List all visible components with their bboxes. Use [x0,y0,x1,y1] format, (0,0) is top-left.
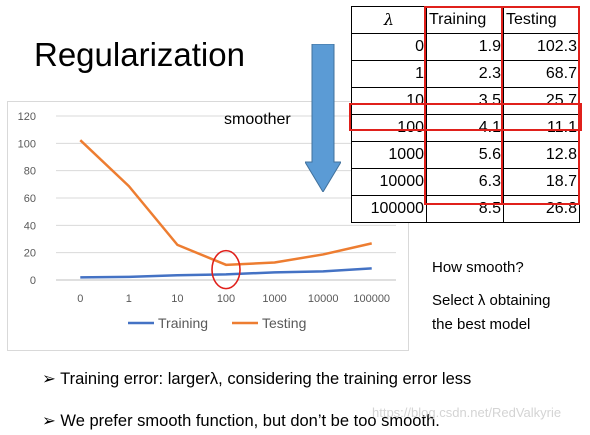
y-tick-label: 80 [24,166,36,178]
y-tick-label: 60 [24,193,36,205]
x-tick-label: 0 [77,293,83,305]
watermark: https://blog.csdn.net/RedValkyrie [372,405,562,420]
chart-panel: 0 20 40 60 80 100 120 0 1 10 100 1000 10000 100000 Tra… [7,101,409,351]
testing-column-highlight [501,6,580,205]
testing-series-line [79,139,372,267]
header-lambda: λ [351,6,427,34]
x-tick-label: 1 [126,293,132,305]
cell-training: 5.6 [426,141,504,169]
cell-lambda: 10 [351,87,427,115]
side-answer-line2: the best model [432,316,531,333]
bullet-text: We prefer smooth function, but don’t be … [60,412,440,430]
cell-testing: 68.7 [503,60,580,88]
down-arrow-icon [305,44,341,192]
side-question: How smooth? [432,259,524,276]
x-tick-label: 10 [171,293,183,305]
x-tick-label: 10000 [308,293,339,305]
cell-lambda: 10000 [351,168,427,196]
bullet-item: ➢ We prefer smooth function, but don’t b… [42,411,440,431]
cell-training: 1.9 [426,33,504,61]
arrow-label: smoother [224,111,291,128]
cell-testing: 11.1 [503,114,580,142]
cell-training: 2.3 [426,60,504,88]
table-row: 1 2.3 68.7 [351,60,580,88]
legend-training-label: Training [158,315,208,331]
bullet-text: Training error: largerλ, considering the… [60,370,472,388]
table-row: 100 4.1 11.1 [351,114,580,142]
cell-testing: 26.8 [503,195,580,223]
y-tick-label: 0 [30,275,36,287]
legend-testing-label: Testing [262,315,306,331]
side-answer-line1: Select λ obtaining [432,292,551,309]
cell-lambda: 100000 [351,195,427,223]
cell-lambda: 1 [351,60,427,88]
header-training: Training [426,6,504,34]
arrow-bullet-icon: ➢ [42,370,61,388]
slide-title: Regularization [34,36,245,73]
x-tick-label: 100 [217,293,235,305]
lambda-table: λ Training Testing 0 1.9 102.3 1 2.3 68.7 10 3.… [351,6,580,223]
x-tick-label: 100000 [353,293,390,305]
table-row: 10000 6.3 18.7 [351,168,580,196]
y-tick-label: 20 [24,248,36,260]
best-row-highlight [349,103,582,131]
cell-lambda: 1000 [351,141,427,169]
line-chart: 0 20 40 60 80 100 120 0 1 10 100 1000 10000 100000 Tra… [18,111,396,331]
cell-testing: 18.7 [503,168,580,196]
cell-lambda: 0 [351,33,427,61]
training-series-line [80,267,372,279]
bullet-item: ➢ Training error: largerλ, considering t… [42,369,471,389]
y-tick-label: 100 [18,138,36,150]
best-lambda-circle [211,249,241,290]
table-row: 100000 8.5 26.8 [351,195,580,223]
table-row: 1000 5.6 12.8 [351,141,580,169]
arrow-bullet-icon: ➢ [42,412,61,430]
y-tick-label: 120 [18,111,36,123]
side-answer: Select λ obtaining the best model [432,289,550,337]
x-tick-label: 1000 [262,293,286,305]
y-tick-label: 40 [24,220,36,232]
